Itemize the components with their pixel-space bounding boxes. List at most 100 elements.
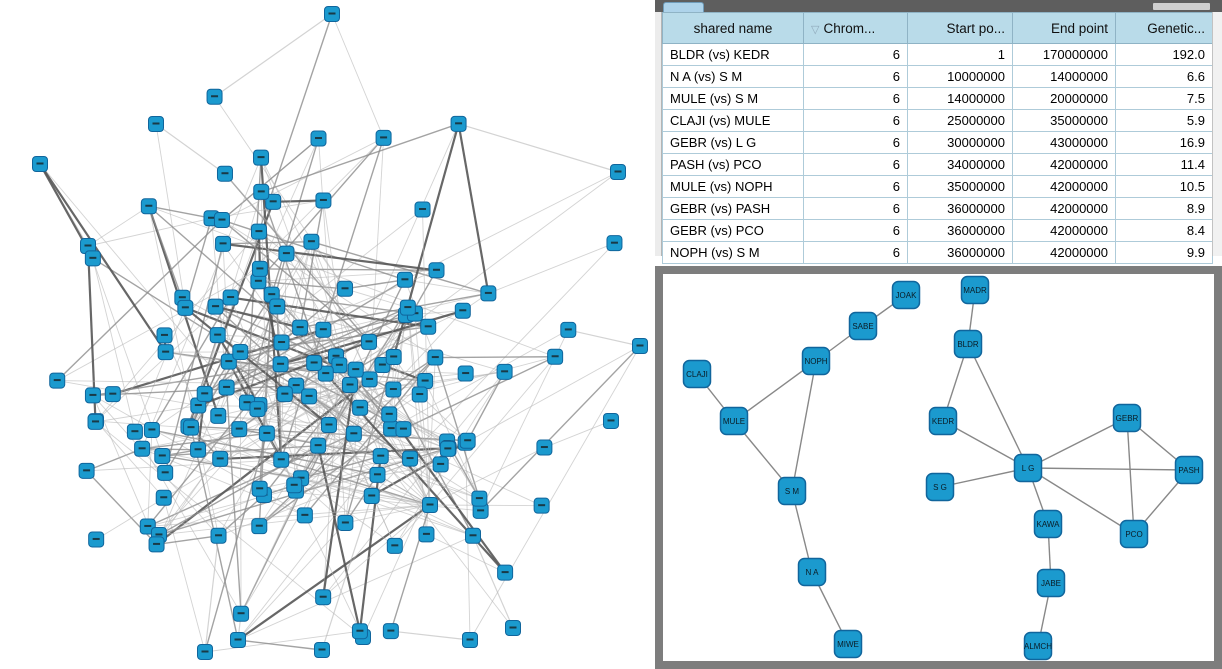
overview-node[interactable] (269, 298, 286, 315)
overview-node[interactable] (157, 344, 174, 361)
graph-node-noph[interactable]: NOPH (801, 346, 831, 376)
overview-node[interactable] (361, 333, 378, 350)
overview-edge[interactable] (228, 209, 423, 362)
overview-edge[interactable] (197, 384, 351, 451)
graph-node-pco[interactable]: PCO (1119, 519, 1149, 549)
overview-edge[interactable] (414, 313, 431, 506)
overview-node[interactable] (156, 327, 173, 344)
graph-edge-BLDR-L G[interactable] (967, 343, 1029, 469)
overview-node[interactable] (459, 432, 476, 449)
overview-node[interactable] (212, 450, 229, 467)
overview-edge[interactable] (388, 413, 507, 574)
overview-node[interactable] (222, 289, 239, 306)
overview-edge[interactable] (240, 356, 395, 614)
overview-node[interactable] (210, 407, 227, 424)
overview-node[interactable] (471, 490, 488, 507)
overview-edge[interactable] (404, 279, 489, 294)
overview-edge[interactable] (221, 137, 319, 221)
overview-edge[interactable] (142, 428, 240, 450)
overview-edge[interactable] (322, 200, 351, 386)
overview-node[interactable] (315, 589, 332, 606)
overview-node[interactable] (148, 536, 165, 553)
overview-edge[interactable] (225, 387, 242, 614)
overview-node[interactable] (140, 198, 157, 215)
overview-edge[interactable] (318, 445, 480, 500)
overview-node[interactable] (399, 299, 416, 316)
overview-edge[interactable] (349, 384, 449, 450)
overview-node[interactable] (286, 477, 303, 494)
overview-node[interactable] (213, 212, 230, 229)
overview-node[interactable] (272, 356, 289, 373)
overview-edge[interactable] (304, 384, 351, 516)
overview-edge[interactable] (95, 231, 260, 422)
overview-edge[interactable] (426, 533, 506, 574)
overview-node[interactable] (292, 319, 309, 336)
overview-edge[interactable] (216, 334, 261, 406)
overview-edge[interactable] (390, 630, 471, 641)
overview-node[interactable] (126, 423, 143, 440)
overview-node[interactable] (258, 425, 275, 442)
overview-edge[interactable] (155, 123, 226, 175)
overview-edge[interactable] (257, 408, 480, 500)
overview-edge[interactable] (95, 405, 199, 423)
overview-edge[interactable] (390, 329, 569, 430)
overview-edge[interactable] (358, 456, 382, 632)
overview-edge[interactable] (345, 504, 431, 524)
overview-edge[interactable] (277, 306, 505, 373)
overview-edge[interactable] (142, 448, 199, 451)
graph-node-n-a[interactable]: N A (797, 557, 827, 587)
graph-node-mule[interactable]: MULE (719, 406, 749, 436)
overview-edge[interactable] (237, 639, 323, 651)
overview-node[interactable] (273, 334, 290, 351)
overview-edge[interactable] (155, 123, 186, 308)
overview-node[interactable] (317, 365, 334, 382)
table-row[interactable]: MULE (vs) S M 6 14000000 20000000 7.5 (662, 87, 1213, 110)
overview-node[interactable] (251, 480, 268, 497)
overview-edge[interactable] (300, 477, 474, 537)
column-header-shared-name[interactable]: shared name (662, 12, 804, 44)
overview-node[interactable] (134, 440, 151, 457)
overview-node[interactable] (331, 357, 348, 374)
overview-node[interactable] (402, 450, 419, 467)
overview-edge[interactable] (147, 458, 411, 527)
overview-edge[interactable] (164, 335, 221, 460)
overview-node[interactable] (197, 644, 213, 660)
graph-node-miwe[interactable]: MIWE (833, 629, 863, 659)
overview-edge[interactable] (266, 171, 619, 434)
horizontal-scrollbar-thumb[interactable] (1153, 3, 1210, 10)
overview-node[interactable] (215, 235, 232, 252)
overview-edge[interactable] (394, 371, 505, 547)
overview-node[interactable] (230, 632, 246, 648)
overview-edge[interactable] (86, 459, 282, 472)
overview-node[interactable] (457, 365, 474, 382)
overview-edge[interactable] (467, 371, 506, 442)
graph-node-gebr[interactable]: GEBR (1112, 403, 1142, 433)
overview-edge[interactable] (447, 448, 480, 499)
overview-edge[interactable] (469, 345, 641, 641)
overview-node[interactable] (385, 348, 402, 365)
overview-edge[interactable] (311, 241, 489, 295)
overview-node[interactable] (196, 385, 213, 402)
overview-edge[interactable] (273, 199, 324, 203)
overview-edge[interactable] (488, 242, 615, 294)
overview-edge[interactable] (142, 448, 431, 506)
overview-node[interactable] (253, 149, 270, 166)
overview-edge[interactable] (371, 495, 474, 537)
overview-node[interactable] (183, 419, 200, 436)
overview-node[interactable] (143, 421, 160, 438)
overview-edge[interactable] (355, 369, 466, 374)
overview-node[interactable] (606, 235, 623, 252)
overview-edge[interactable] (300, 365, 340, 479)
overview-edge[interactable] (221, 219, 370, 343)
overview-edge[interactable] (259, 268, 315, 364)
overview-edge[interactable] (237, 504, 431, 641)
overview-node[interactable] (233, 605, 250, 622)
overview-node[interactable] (385, 381, 402, 398)
overview-node[interactable] (395, 421, 412, 438)
overview-node[interactable] (250, 223, 267, 240)
graph-node-kedr[interactable]: KEDR (928, 406, 958, 436)
overview-edge[interactable] (259, 138, 319, 270)
overview-edge[interactable] (141, 157, 262, 449)
overview-node[interactable] (351, 623, 368, 640)
overview-edge[interactable] (390, 504, 431, 632)
